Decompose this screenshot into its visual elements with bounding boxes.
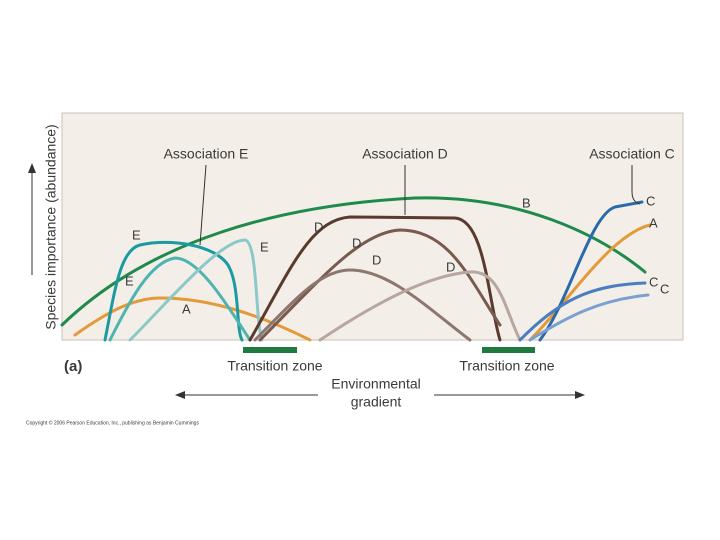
association-label: Association D <box>362 146 448 162</box>
curve-c <box>528 293 650 342</box>
curve-d <box>258 228 502 342</box>
curve-e <box>128 238 264 342</box>
association-label: Association C <box>589 146 675 162</box>
curve-c <box>518 281 647 342</box>
curve-label: A <box>649 215 658 230</box>
curve-label: A <box>182 301 191 316</box>
x-axis-label: gradient <box>351 394 402 410</box>
curve-label: E <box>125 273 134 288</box>
transition-label: Transition zone <box>459 358 554 374</box>
curve-label: C <box>649 274 658 289</box>
curve-b <box>60 196 647 327</box>
curve-a <box>528 223 652 342</box>
transition-bar <box>243 347 297 353</box>
curve-d <box>248 215 502 342</box>
curve-e <box>108 256 252 342</box>
transition-label: Transition zone <box>227 358 322 374</box>
x-axis-label: Environmental <box>331 376 421 392</box>
curve-label: D <box>446 259 455 274</box>
curve-label: C <box>646 193 655 208</box>
curve-label: D <box>314 219 323 234</box>
callout <box>631 165 641 205</box>
y-axis-label: Species importance (abundance) <box>43 124 59 329</box>
curve-label: D <box>372 252 381 267</box>
curve-label: E <box>132 227 141 242</box>
arrowhead <box>575 391 585 399</box>
panel-label: (a) <box>64 358 82 375</box>
callout <box>199 164 207 246</box>
association-label: Association E <box>164 146 249 162</box>
arrowhead <box>175 391 185 399</box>
curve-d <box>253 268 472 342</box>
curve-a <box>73 296 312 342</box>
curve-label: E <box>260 239 269 254</box>
transition-bar <box>482 347 535 353</box>
curve-d <box>318 270 522 342</box>
arrowhead <box>28 163 36 173</box>
copyright: Copyright © 2006 Pearson Education, Inc.… <box>26 419 199 426</box>
curve-e <box>103 240 244 342</box>
curve-label: C <box>660 281 669 296</box>
curve-label: D <box>352 235 361 250</box>
curve-c <box>538 200 644 342</box>
curve-label: B <box>522 195 531 210</box>
